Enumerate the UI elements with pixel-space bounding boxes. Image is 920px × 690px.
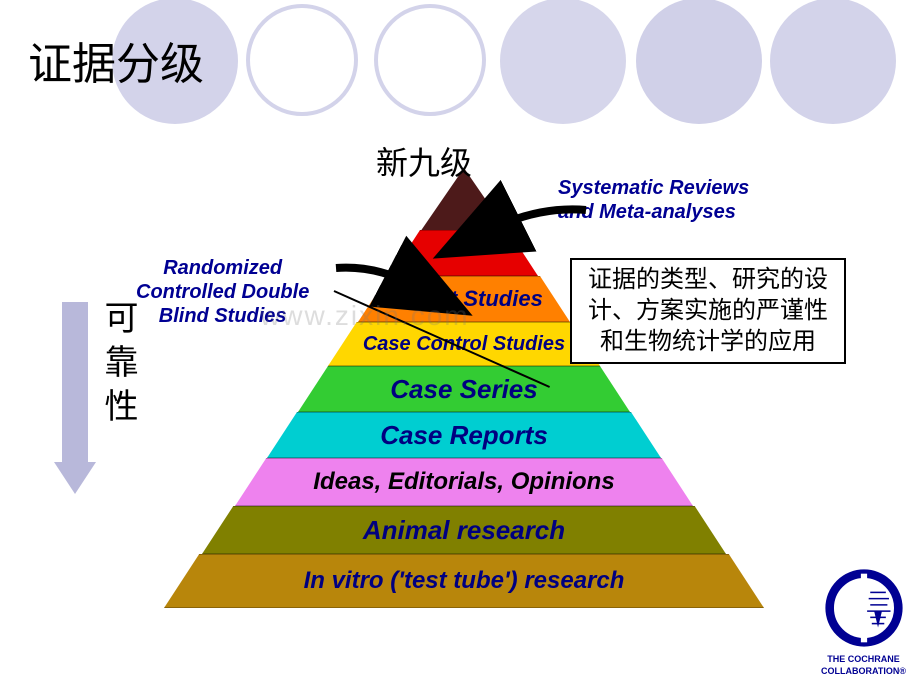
pointer-arrow-0 (490, 209, 586, 230)
watermark: www.zixin.com (260, 300, 470, 332)
pointer-arrow-1 (336, 268, 416, 286)
pointer-arrows (0, 0, 920, 690)
